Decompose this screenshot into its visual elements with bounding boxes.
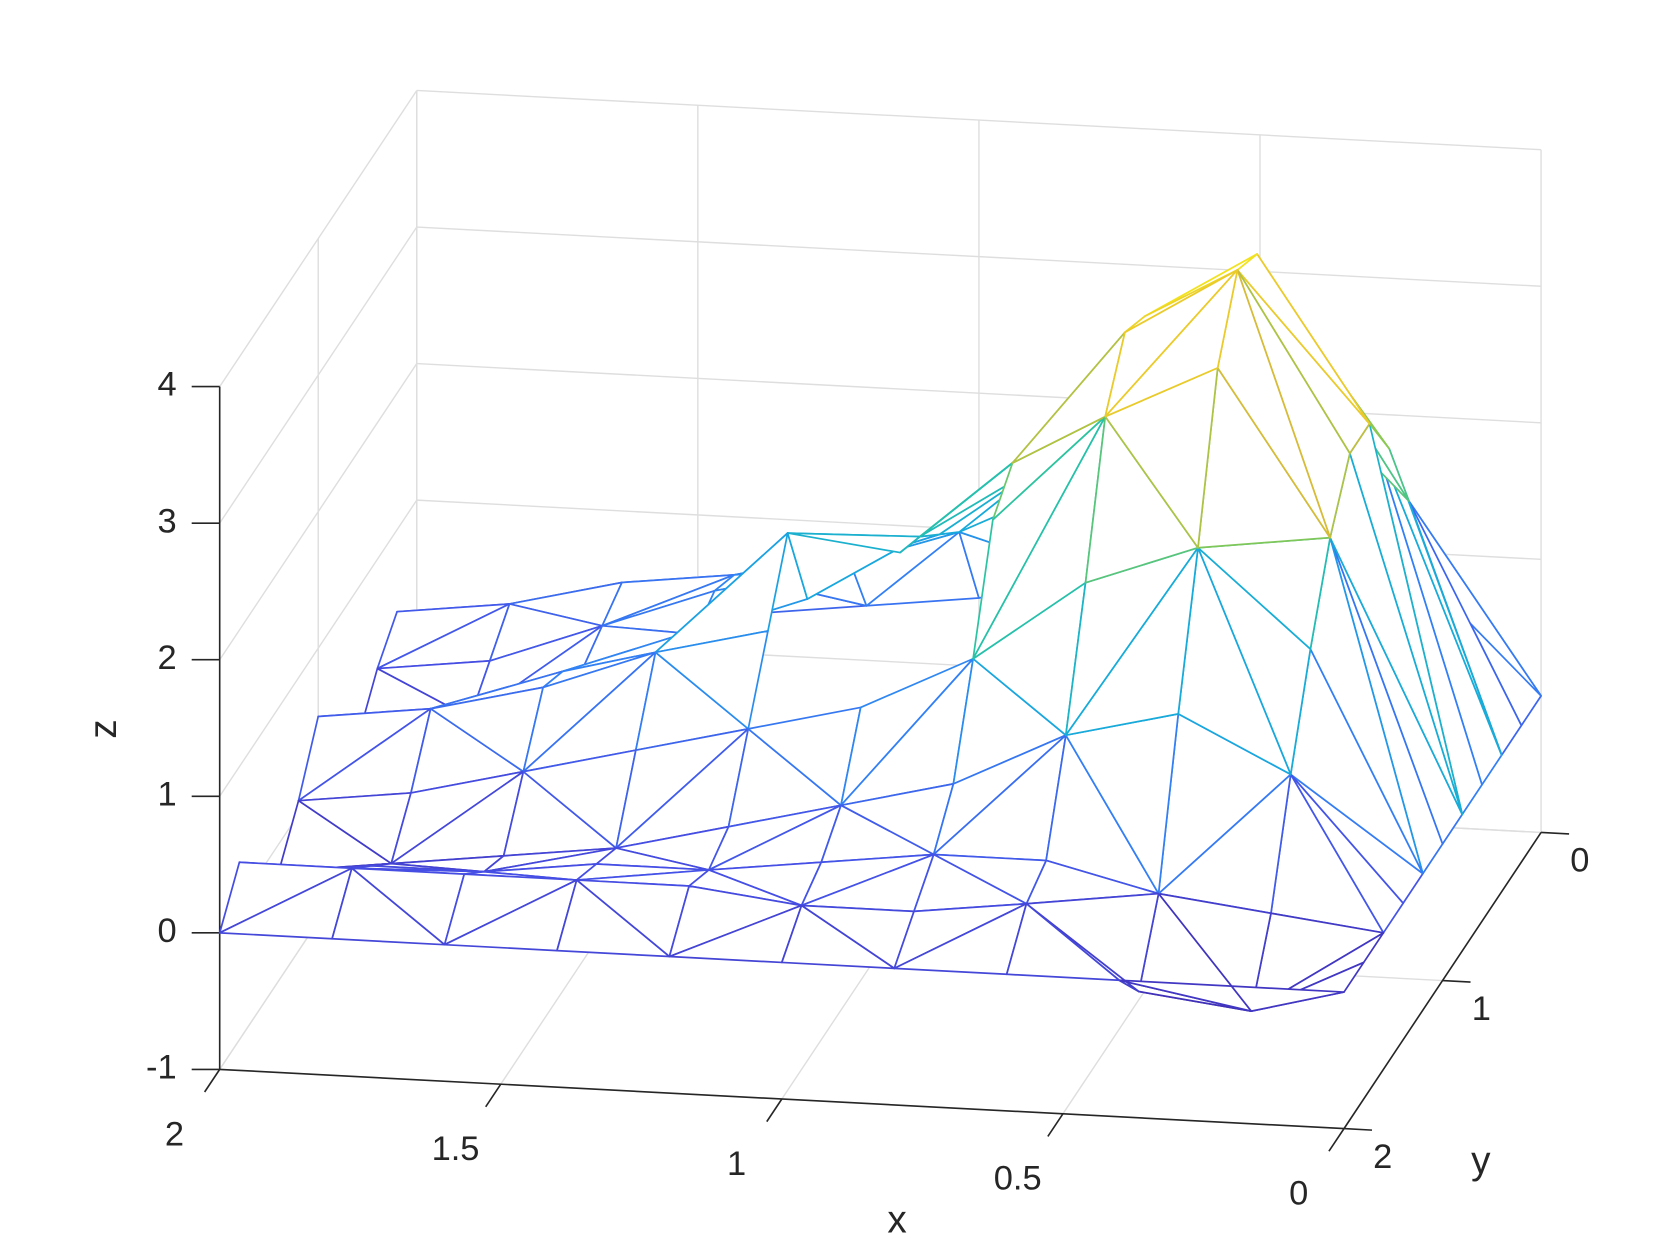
x-tick-label: 0.5 xyxy=(994,1160,1042,1198)
y-tick xyxy=(1343,1127,1373,1131)
grid-line xyxy=(416,89,1542,151)
x-axis-line xyxy=(219,1068,1345,1130)
z-tick-label: 4 xyxy=(157,366,176,404)
x-tick-label: 2 xyxy=(165,1115,184,1153)
x-tick xyxy=(766,1098,783,1123)
mesh-face xyxy=(1064,546,1199,737)
y-tick-label: 2 xyxy=(1373,1138,1392,1176)
y-tick-label: 1 xyxy=(1472,990,1491,1028)
y-tick xyxy=(1541,831,1570,835)
grid-line xyxy=(416,226,1542,287)
y-tick-label: 0 xyxy=(1570,842,1589,880)
mesh-face xyxy=(1230,985,1345,1012)
mesh-face xyxy=(331,867,446,946)
z-tick-label: 3 xyxy=(157,502,176,540)
x-tick xyxy=(1328,1128,1345,1152)
mesh-face xyxy=(1005,902,1120,982)
mesh-face xyxy=(1104,269,1239,418)
grid-line xyxy=(219,499,418,797)
z-tick-label: 1 xyxy=(157,775,176,813)
x-tick xyxy=(485,1083,502,1108)
z-tick-label: 2 xyxy=(157,639,176,677)
x-tick-label: 0 xyxy=(1289,1174,1308,1212)
z-tick-label: -1 xyxy=(146,1048,177,1086)
x-tick-label: 1 xyxy=(727,1145,746,1183)
x-tick-label: 1.5 xyxy=(432,1130,480,1168)
mesh-face xyxy=(556,879,671,958)
axes: 0 0.5 1 1.5 2 0 1 2 -1 0 1 2 3 4 xyxy=(146,366,1589,1213)
surface xyxy=(218,253,1542,1012)
z-tick-label: 0 xyxy=(157,912,176,950)
y-tick xyxy=(1442,979,1471,983)
x-tick xyxy=(203,1068,221,1093)
mesh-face xyxy=(654,630,769,730)
x-tick xyxy=(1047,1113,1064,1137)
grid-line xyxy=(219,363,418,661)
x-axis-label: x xyxy=(887,1199,906,1242)
grid-line xyxy=(219,226,418,524)
mesh-face xyxy=(780,904,896,970)
z-axis-label: z xyxy=(82,719,125,738)
grid-line xyxy=(219,90,418,388)
y-axis-label: y xyxy=(1471,1139,1491,1182)
